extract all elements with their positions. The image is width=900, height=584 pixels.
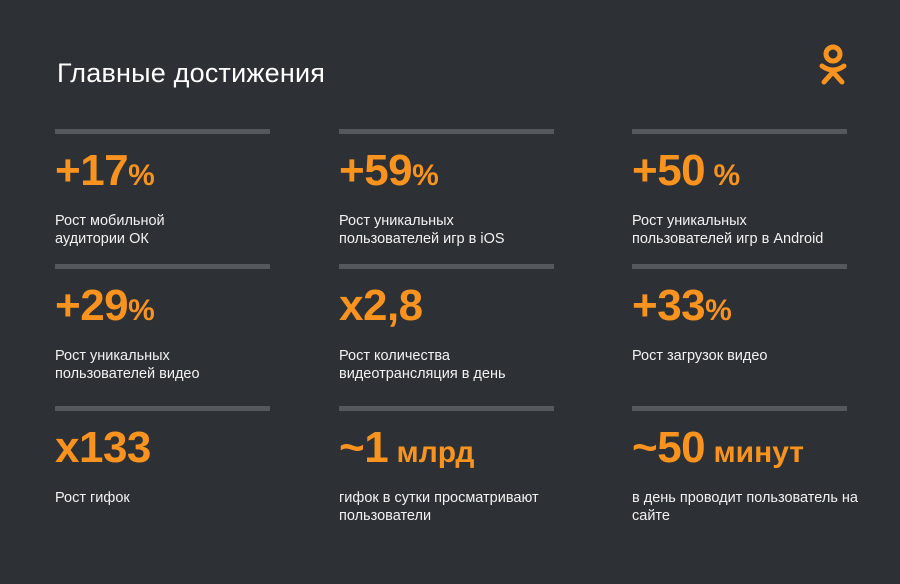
stat-value: x133: [55, 423, 151, 472]
stat-card-android-games: +50 % Рост уникальных пользователей игр …: [632, 129, 847, 248]
stat-description: Рост уникальных пользователей игр в iOS: [339, 213, 505, 247]
stat-value: +50 %: [632, 146, 741, 195]
stat-card-time-on-site: ~50 минут в день проводит пользователь н…: [632, 406, 858, 525]
stat-value: +59%: [339, 146, 439, 195]
stat-card-broadcasts: x2,8 Рост количества видеотрансляция в д…: [339, 264, 554, 383]
divider: [55, 406, 270, 411]
stat-value: ~50 минут: [632, 423, 804, 472]
stat-value: ~1 млрд: [339, 423, 475, 472]
divider: [339, 406, 554, 411]
odnoklassniki-logo-icon: [819, 44, 847, 85]
stat-description: гифок в сутки просматривают пользователи: [339, 490, 539, 524]
divider: [632, 129, 847, 134]
stat-card-video-users: +29% Рост уникальных пользователей видео: [55, 264, 270, 383]
stat-description: Рост уникальных пользователей игр в Andr…: [632, 213, 824, 247]
page-title: Главные достижения: [57, 58, 326, 88]
divider: [632, 406, 847, 411]
stat-card-gif-views: ~1 млрд гифок в сутки просматривают поль…: [339, 406, 554, 525]
divider: [339, 264, 554, 269]
stat-value: +17%: [55, 146, 155, 195]
stat-description: Рост уникальных пользователей видео: [55, 348, 200, 382]
stat-description: Рост гифок: [55, 490, 130, 506]
divider: [55, 264, 270, 269]
stat-description: Рост количества видеотрансляция в день: [339, 348, 506, 382]
stat-description: в день проводит пользователь на сайте: [632, 490, 858, 524]
stat-card-gifs: x133 Рост гифок: [55, 406, 270, 507]
divider: [339, 129, 554, 134]
stat-description: Рост загрузок видео: [632, 348, 768, 364]
stat-description: Рост мобильной аудитории ОК: [55, 213, 165, 247]
divider: [632, 264, 847, 269]
stat-value: x2,8: [339, 281, 423, 330]
stat-card-mobile-audience: +17% Рост мобильной аудитории ОК: [55, 129, 270, 248]
stat-card-ios-games: +59% Рост уникальных пользователей игр в…: [339, 129, 554, 248]
stat-value: +29%: [55, 281, 155, 330]
stat-value: +33%: [632, 281, 732, 330]
stat-card-video-uploads: +33% Рост загрузок видео: [632, 264, 847, 365]
divider: [55, 129, 270, 134]
